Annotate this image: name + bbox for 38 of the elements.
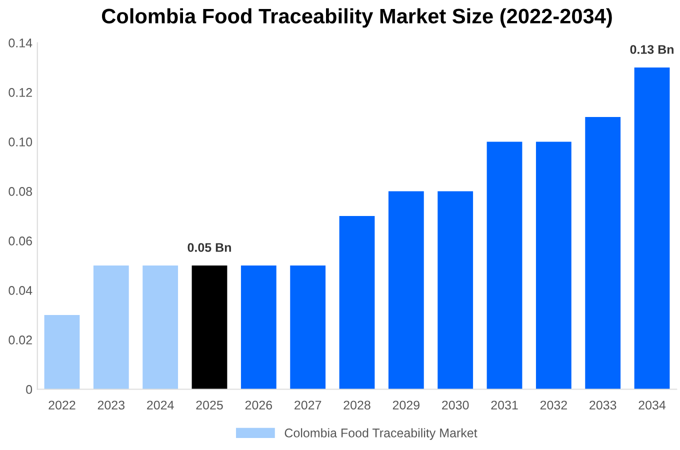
bar	[339, 216, 375, 390]
x-tick-label: 2028	[344, 400, 370, 410]
x-tick-label: 2023	[98, 400, 125, 410]
x-tick-label: 2026	[245, 400, 272, 410]
y-tick-label: 0.10	[8, 138, 32, 146]
x-tick-label: 2022	[48, 400, 76, 410]
x-tick-label: 2027	[294, 400, 322, 410]
bar	[93, 266, 129, 390]
bar	[438, 191, 474, 390]
bar	[290, 266, 326, 390]
y-tick-label: 0.12	[8, 88, 32, 97]
data-label: 0.13 Bn	[630, 45, 674, 54]
bar	[240, 266, 276, 390]
chart-title: Colombia Food Traceability Market Size (2022-2034)	[102, 8, 612, 28]
x-tick-label: 2029	[392, 400, 420, 410]
x-tick-label: 2032	[540, 400, 567, 410]
bar	[142, 266, 178, 390]
legend-label: Colombia Food Traceability Market	[284, 428, 478, 440]
y-tick-label: 0.04	[8, 286, 32, 295]
bar	[44, 315, 80, 390]
bar	[486, 142, 522, 390]
x-tick-label: 2031	[491, 400, 518, 410]
x-tick-label: 2034	[638, 400, 666, 410]
x-tick-label: 2025	[196, 400, 223, 410]
data-label: 0.05 Bn	[188, 243, 231, 252]
y-tick-label: 0	[26, 385, 32, 394]
y-tick-label: 0.14	[8, 38, 32, 48]
y-tick-label: 0.06	[8, 236, 32, 246]
y-tick-label: 0.08	[8, 187, 32, 196]
x-tick-label: 2030	[442, 400, 469, 410]
bar	[634, 68, 670, 390]
y-tick-label: 0.02	[8, 336, 32, 344]
bar	[192, 266, 228, 390]
bar	[585, 117, 621, 390]
x-tick-label: 2024	[147, 400, 174, 410]
bar	[388, 191, 424, 390]
bar	[536, 142, 572, 390]
x-tick-label: 2033	[590, 400, 616, 410]
